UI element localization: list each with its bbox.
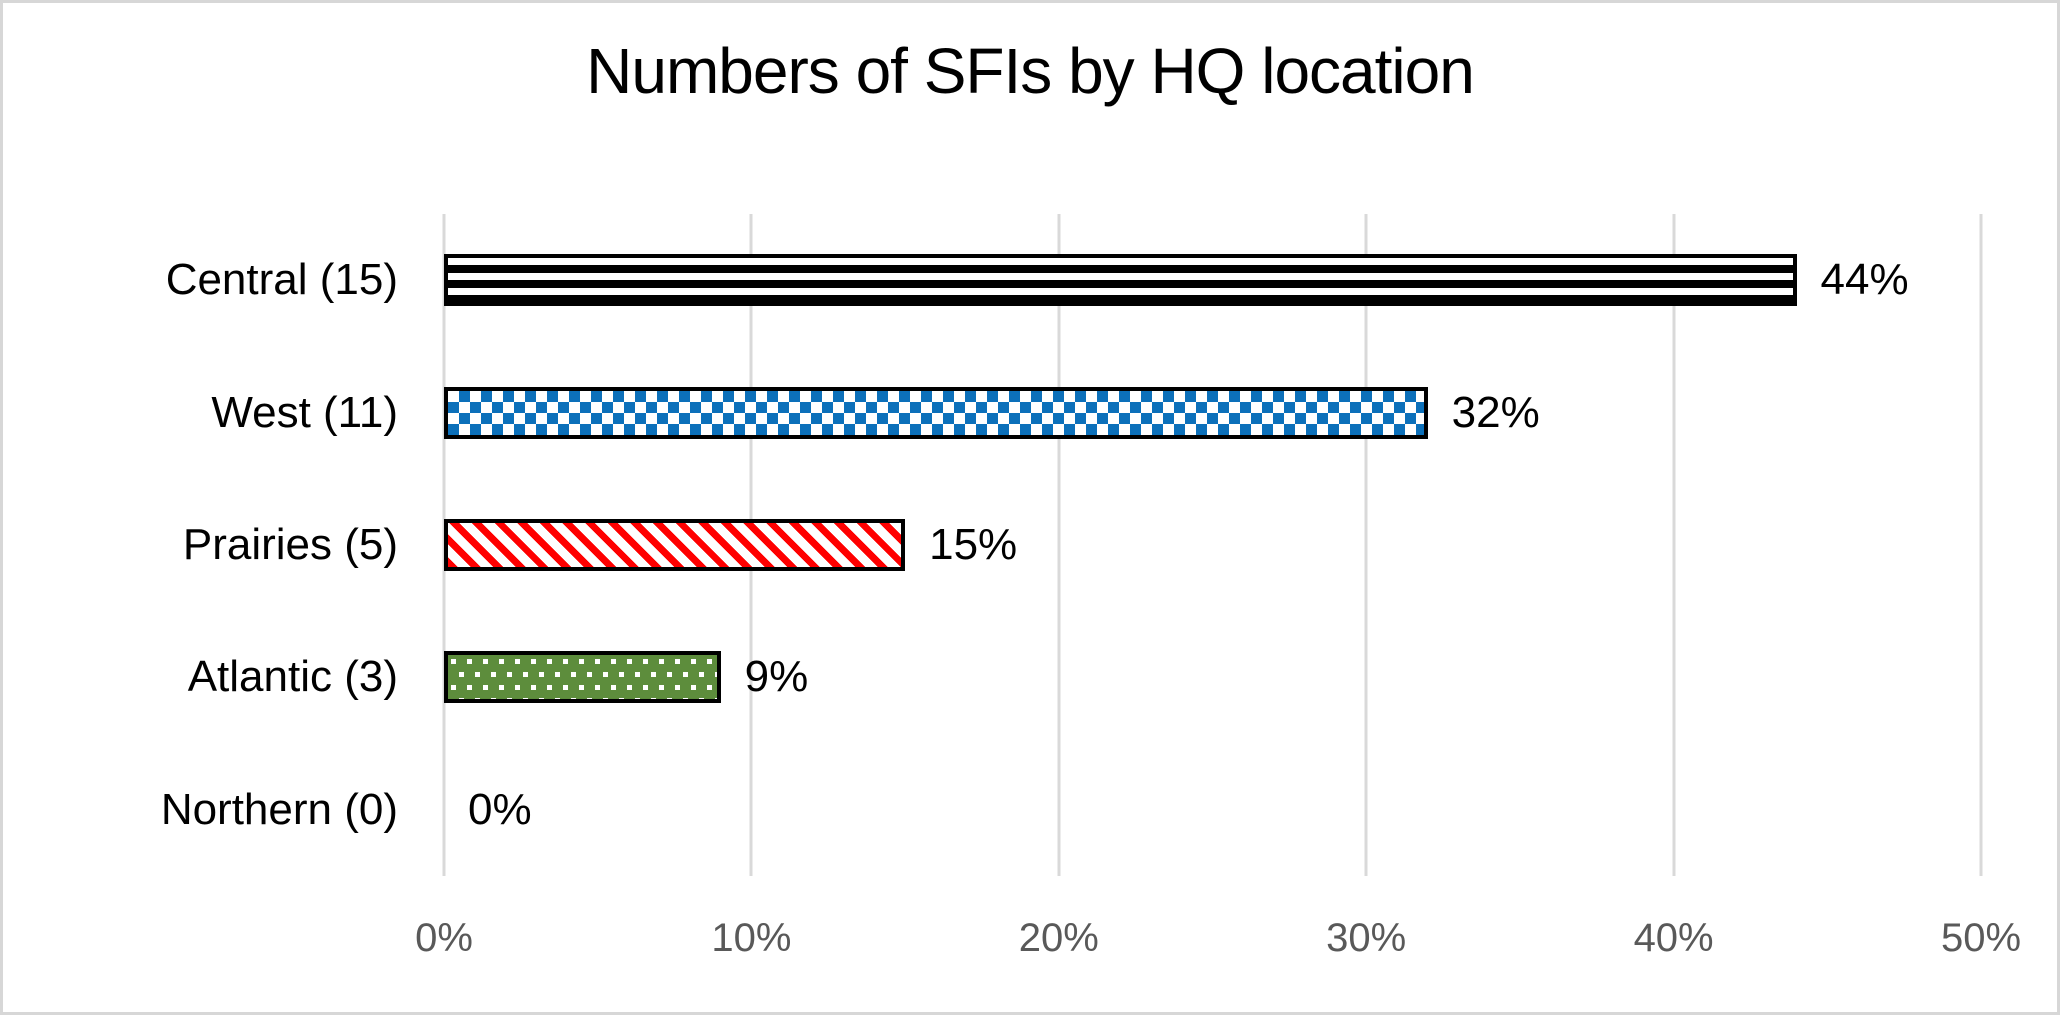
bar-value-label-west: 32% bbox=[1451, 387, 1540, 437]
bar-value-label-atlantic: 9% bbox=[744, 652, 809, 702]
category-label-central: Central (15) bbox=[165, 255, 398, 305]
category-label-prairies: Prairies (5) bbox=[182, 520, 398, 570]
gridline-50 bbox=[1979, 214, 1983, 876]
bar-central bbox=[444, 254, 1797, 307]
x-tick-40: 40% bbox=[1633, 916, 1714, 960]
x-tick-30: 30% bbox=[1326, 916, 1407, 960]
chart-title: Numbers of SFIs by HQ location bbox=[586, 35, 1475, 107]
bar-row-northern: 0% bbox=[444, 744, 1981, 876]
x-tick-10: 10% bbox=[711, 916, 792, 960]
bar-value-label-central: 44% bbox=[1820, 255, 1909, 305]
category-label-west: West (11) bbox=[211, 387, 398, 437]
category-label-northern: Northern (0) bbox=[160, 784, 398, 834]
bar-prairies bbox=[444, 519, 906, 572]
x-tick-0: 0% bbox=[415, 916, 473, 960]
bar-row-central: 44% bbox=[444, 214, 1981, 346]
bar-atlantic bbox=[444, 651, 721, 704]
bar-row-atlantic: 9% bbox=[444, 611, 1981, 743]
bar-value-label-prairies: 15% bbox=[929, 520, 1018, 570]
bar-row-west: 32% bbox=[444, 346, 1981, 478]
bar-row-prairies: 15% bbox=[444, 479, 1981, 611]
category-axis: Central (15) West (11) Prairies (5) Atla… bbox=[3, 214, 398, 876]
x-tick-50: 50% bbox=[1940, 916, 2022, 960]
bar-rows: 44% 32% 15% 9% 0% bbox=[444, 214, 1981, 876]
value-axis: 0% 10% 20% 30% 40% 50% bbox=[415, 876, 2021, 960]
gridline-40 bbox=[1672, 214, 1676, 876]
gridline-20 bbox=[1057, 214, 1061, 876]
category-label-atlantic: Atlantic (3) bbox=[187, 652, 398, 702]
plot-area: 44% 32% 15% 9% 0% bbox=[442, 214, 1983, 876]
gridline-30 bbox=[1364, 214, 1368, 876]
x-tick-20: 20% bbox=[1018, 916, 1099, 960]
bar-value-label-northern: 0% bbox=[468, 784, 532, 834]
bar-west bbox=[444, 386, 1428, 439]
